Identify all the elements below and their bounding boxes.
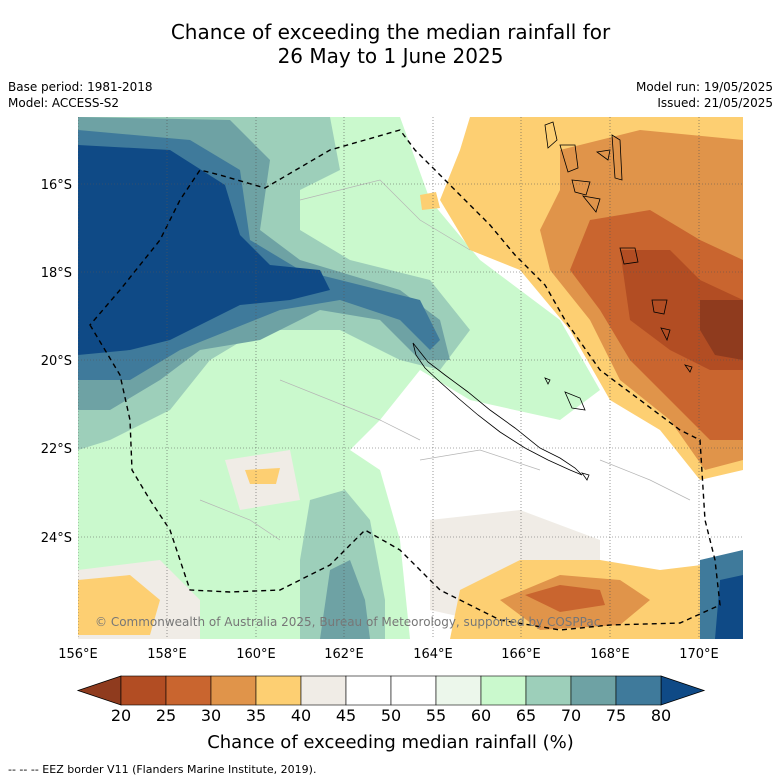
graticule <box>78 117 743 639</box>
lon-label-170e: 170°E <box>679 647 719 662</box>
island-vanuatu-8 <box>651 299 668 315</box>
contour-above-80 <box>78 145 330 355</box>
lon-label-158e: 158°E <box>147 647 187 662</box>
contour-small-35-40-b <box>420 192 440 210</box>
lat-label-24s: 24°S <box>41 531 72 546</box>
island-vanuatu-1 <box>544 121 558 149</box>
colorbar-swatch <box>615 675 662 706</box>
contour-se-25-30 <box>525 585 605 612</box>
island-vanuatu-10 <box>684 364 693 373</box>
colorbar-tick-label: 20 <box>111 706 131 725</box>
map-title-line2: 26 May to 1 June 2025 <box>277 44 504 68</box>
island-vanuatu-6 <box>611 134 623 181</box>
island-vanuatu-3 <box>571 179 591 196</box>
contour-below-20 <box>700 300 743 360</box>
island-vanuatu-9 <box>660 327 671 342</box>
colorbar-tick-label: 55 <box>426 706 446 725</box>
colorbar: 20 25 30 35 40 45 50 55 60 65 70 75 80 <box>76 675 706 725</box>
lon-label-156e: 156°E <box>58 647 98 662</box>
island-vanuatu-4 <box>582 195 601 213</box>
colorbar-extend-low <box>76 675 122 706</box>
colorbar-label: Chance of exceeding median rainfall (%) <box>207 732 574 753</box>
colorbar-swatch <box>435 675 482 706</box>
lat-label-22s: 22°S <box>41 442 72 457</box>
lat-label-20s: 20°S <box>41 354 72 369</box>
lon-label-168e: 168°E <box>590 647 630 662</box>
colorbar-tick-label: 75 <box>606 706 626 725</box>
colorbar-tick-label: 50 <box>381 706 401 725</box>
colorbar-swatch <box>480 675 527 706</box>
island-new-caledonia <box>412 342 583 476</box>
colorbar-swatch <box>120 675 167 706</box>
lat-label-16s: 16°S <box>41 178 72 193</box>
colorbar-tick-label: 80 <box>651 706 671 725</box>
contour-lines <box>199 179 691 541</box>
island-vanuatu-7 <box>619 247 639 265</box>
lat-label-18s: 18°S <box>41 266 72 281</box>
colorbar-tick-label: 30 <box>201 706 221 725</box>
colorbar-swatch <box>525 675 572 706</box>
contour-small-35-40-a <box>245 468 280 484</box>
colorbar-swatch <box>570 675 617 706</box>
colorbar-tick-label: 70 <box>561 706 581 725</box>
colorbar-tick-label: 45 <box>336 706 356 725</box>
lon-label-162e: 162°E <box>324 647 364 662</box>
model-text: Model: ACCESS-S2 <box>8 96 120 110</box>
colorbar-swatch <box>210 675 257 706</box>
contour-south-70-75 <box>320 560 370 639</box>
model-run-text: Model run: 19/05/2025 <box>635 80 773 94</box>
lon-label-166e: 166°E <box>501 647 541 662</box>
colorbar-swatch <box>390 675 437 706</box>
island-loyalty-2 <box>564 391 586 411</box>
colorbar-tick-label: 65 <box>516 706 536 725</box>
island-loyalty-3 <box>581 472 590 481</box>
contour-sw-35-40 <box>78 575 160 635</box>
island-vanuatu-2 <box>559 144 579 173</box>
rainfall-contour-field <box>78 117 743 639</box>
colorbar-swatch <box>165 675 212 706</box>
lon-label-164e: 164°E <box>413 647 453 662</box>
colorbar-extend-high <box>660 675 706 706</box>
lon-label-160e: 160°E <box>236 647 276 662</box>
colorbar-swatch <box>345 675 392 706</box>
copyright-text: © Commonwealth of Australia 2025, Bureau… <box>95 615 600 629</box>
island-vanuatu-5 <box>595 149 611 161</box>
base-period-text: Base period: 1981-2018 <box>8 80 153 94</box>
eez-border <box>89 129 721 631</box>
map-title-line1: Chance of exceeding the median rainfall … <box>170 20 611 44</box>
colorbar-tick-label: 60 <box>471 706 491 725</box>
issued-text: Issued: 21/05/2025 <box>657 96 773 110</box>
colorbar-tick-label: 40 <box>291 706 311 725</box>
colorbar-swatch <box>300 675 347 706</box>
colorbar-swatch <box>255 675 302 706</box>
eez-legend-footer: -- -- -- EEZ border V11 (Flanders Marine… <box>8 763 317 776</box>
colorbar-tick-label: 25 <box>156 706 176 725</box>
colorbar-tick-label: 35 <box>246 706 266 725</box>
island-loyalty-1 <box>544 377 551 385</box>
contour-se-above-80 <box>715 575 743 639</box>
